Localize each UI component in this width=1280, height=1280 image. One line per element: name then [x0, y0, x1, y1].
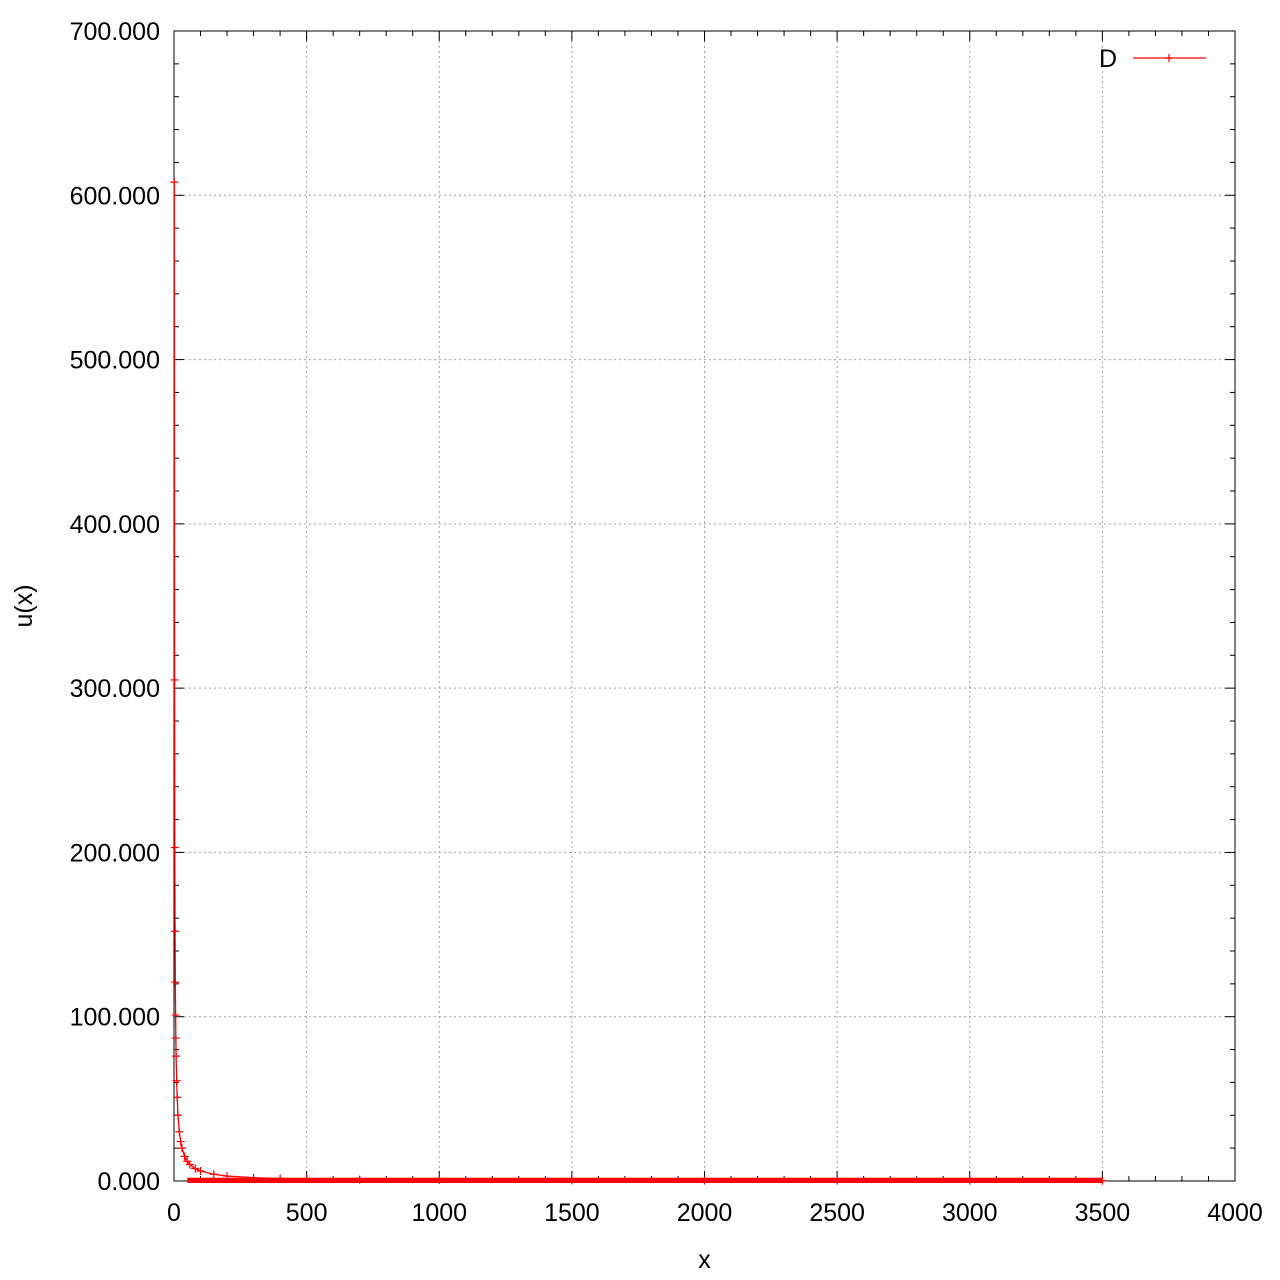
series-group	[170, 178, 1107, 1185]
data-point	[170, 843, 179, 852]
y-tick-label: 400.000	[70, 511, 160, 539]
x-tick-labels: 0 500 1000 1500 2000 2500 3000 3500 4000	[167, 1199, 1263, 1227]
y-tick-label: 100.000	[70, 1004, 160, 1032]
data-point	[172, 1076, 181, 1085]
x-tick-label: 1000	[411, 1199, 467, 1227]
data-point	[196, 1166, 205, 1175]
data-point	[173, 1111, 182, 1120]
dense-marker-band	[187, 1177, 1103, 1183]
legend-marker-series-d	[1165, 54, 1173, 62]
y-tick-label: 700.000	[70, 18, 160, 46]
data-point	[172, 1052, 181, 1061]
data-point	[171, 1034, 180, 1043]
data-point	[170, 178, 179, 187]
data-point	[171, 927, 180, 936]
x-tick-label: 1500	[544, 1199, 600, 1227]
legend-label-series-d: D	[1099, 45, 1117, 73]
y-axis-label: u(x)	[10, 584, 38, 627]
data-point	[171, 978, 180, 987]
data-point	[185, 1160, 194, 1169]
x-tick-label: 0	[167, 1199, 181, 1227]
data-point	[177, 1144, 186, 1153]
data-point	[209, 1170, 218, 1179]
series-line-d	[173, 182, 1103, 1182]
data-point	[180, 1152, 189, 1161]
x-tick-label: 3000	[942, 1199, 998, 1227]
y-tick-label: 300.000	[70, 675, 160, 703]
grid	[174, 31, 1235, 1181]
x-tick-label: 500	[286, 1199, 328, 1227]
y-tick-labels: 0.000 100.000 200.000 300.000 400.000 500.000…	[70, 18, 160, 1196]
data-point	[173, 1093, 182, 1102]
x-tick-label: 4000	[1207, 1199, 1263, 1227]
y-tick-label: 200.000	[70, 839, 160, 867]
data-point	[170, 675, 179, 684]
data-point	[176, 1137, 185, 1146]
x-axis-label: x	[698, 1246, 711, 1274]
y-tick-label: 500.000	[70, 347, 160, 375]
data-point	[171, 1011, 180, 1020]
x-tick-label: 2000	[677, 1199, 733, 1227]
data-point	[175, 1127, 184, 1136]
x-tick-label: 2500	[809, 1199, 865, 1227]
legend: D	[1099, 45, 1206, 73]
y-tick-label: 0.000	[97, 1168, 160, 1196]
y-tick-label: 600.000	[70, 182, 160, 210]
x-tick-label: 3500	[1075, 1199, 1131, 1227]
data-point	[191, 1164, 200, 1173]
